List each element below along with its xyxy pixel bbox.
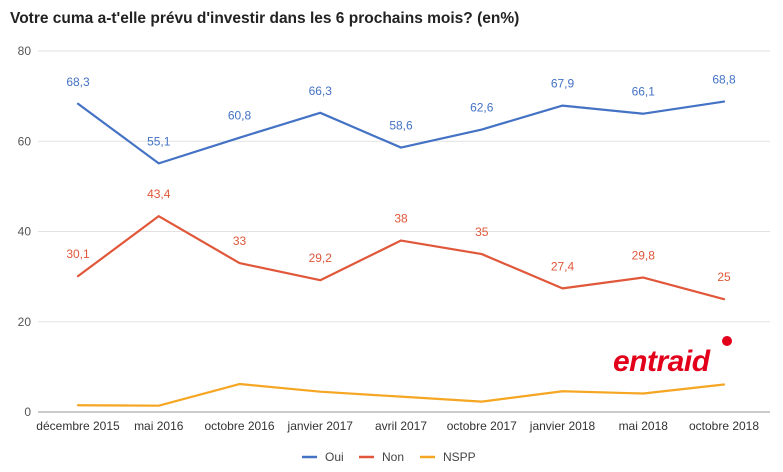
- data-label-non: 33: [233, 234, 247, 248]
- x-tick-label: mai 2016: [134, 419, 184, 433]
- y-tick-label: 0: [24, 405, 31, 419]
- grid-layer: [38, 50, 770, 413]
- data-label-non: 35: [475, 225, 489, 239]
- x-tick-label: décembre 2015: [36, 419, 120, 433]
- data-label-oui: 67,9: [551, 77, 575, 91]
- legend-label-oui: Oui: [325, 450, 344, 464]
- data-label-oui: 62,6: [470, 101, 494, 115]
- legend-label-nspp: NSPP: [443, 450, 476, 464]
- data-label-oui: 55,1: [147, 134, 171, 148]
- data-label-non: 27,4: [551, 259, 575, 273]
- series-line-nspp: [76, 382, 726, 407]
- series-layer: [76, 100, 726, 407]
- logo-dot: [722, 336, 732, 346]
- data-label-non: 38: [394, 212, 408, 226]
- series-line-oui: [76, 100, 726, 165]
- series-line-non: [76, 215, 726, 301]
- x-tick-label: janvier 2017: [287, 419, 354, 433]
- y-tick-label: 60: [18, 134, 32, 148]
- data-label-oui: 60,8: [228, 109, 252, 123]
- data-label-non: 29,8: [632, 249, 656, 263]
- y-axis-ticks: 0 20 40 60 80: [18, 44, 32, 419]
- y-tick-label: 80: [18, 44, 32, 58]
- x-tick-label: mai 2018: [619, 419, 669, 433]
- data-label-non: 30,1: [66, 247, 90, 261]
- data-label-oui: 68,3: [66, 75, 90, 89]
- entraid-logo: entraid: [613, 336, 732, 378]
- y-tick-label: 20: [18, 315, 32, 329]
- x-axis-ticks: décembre 2015 mai 2016 octobre 2016 janvier…: [36, 419, 759, 433]
- data-label-oui: 66,1: [632, 85, 656, 99]
- data-label-non: 29,2: [309, 251, 333, 265]
- x-tick-label: octobre 2017: [447, 419, 517, 433]
- logo-text: entraid: [613, 345, 711, 378]
- y-tick-label: 40: [18, 225, 32, 239]
- data-labels: 68,3 55,1 60,8 66,3 58,6 62,6 67,9 66,1 68,8 30,1…: [66, 73, 736, 285]
- x-tick-label: octobre 2016: [204, 419, 274, 433]
- data-label-non: 43,4: [147, 187, 171, 201]
- data-label-oui: 68,8: [712, 73, 736, 87]
- x-tick-label: janvier 2018: [529, 419, 596, 433]
- data-label-oui: 66,3: [309, 84, 333, 98]
- legend: Oui Non NSPP: [302, 450, 476, 464]
- data-label-oui: 58,6: [389, 119, 413, 133]
- x-tick-label: avril 2017: [375, 419, 427, 433]
- chart-title: Votre cuma a-t'elle prévu d'investir dan…: [10, 10, 520, 27]
- data-label-non: 25: [717, 270, 731, 284]
- legend-label-non: Non: [382, 450, 404, 464]
- x-tick-label: octobre 2018: [689, 419, 759, 433]
